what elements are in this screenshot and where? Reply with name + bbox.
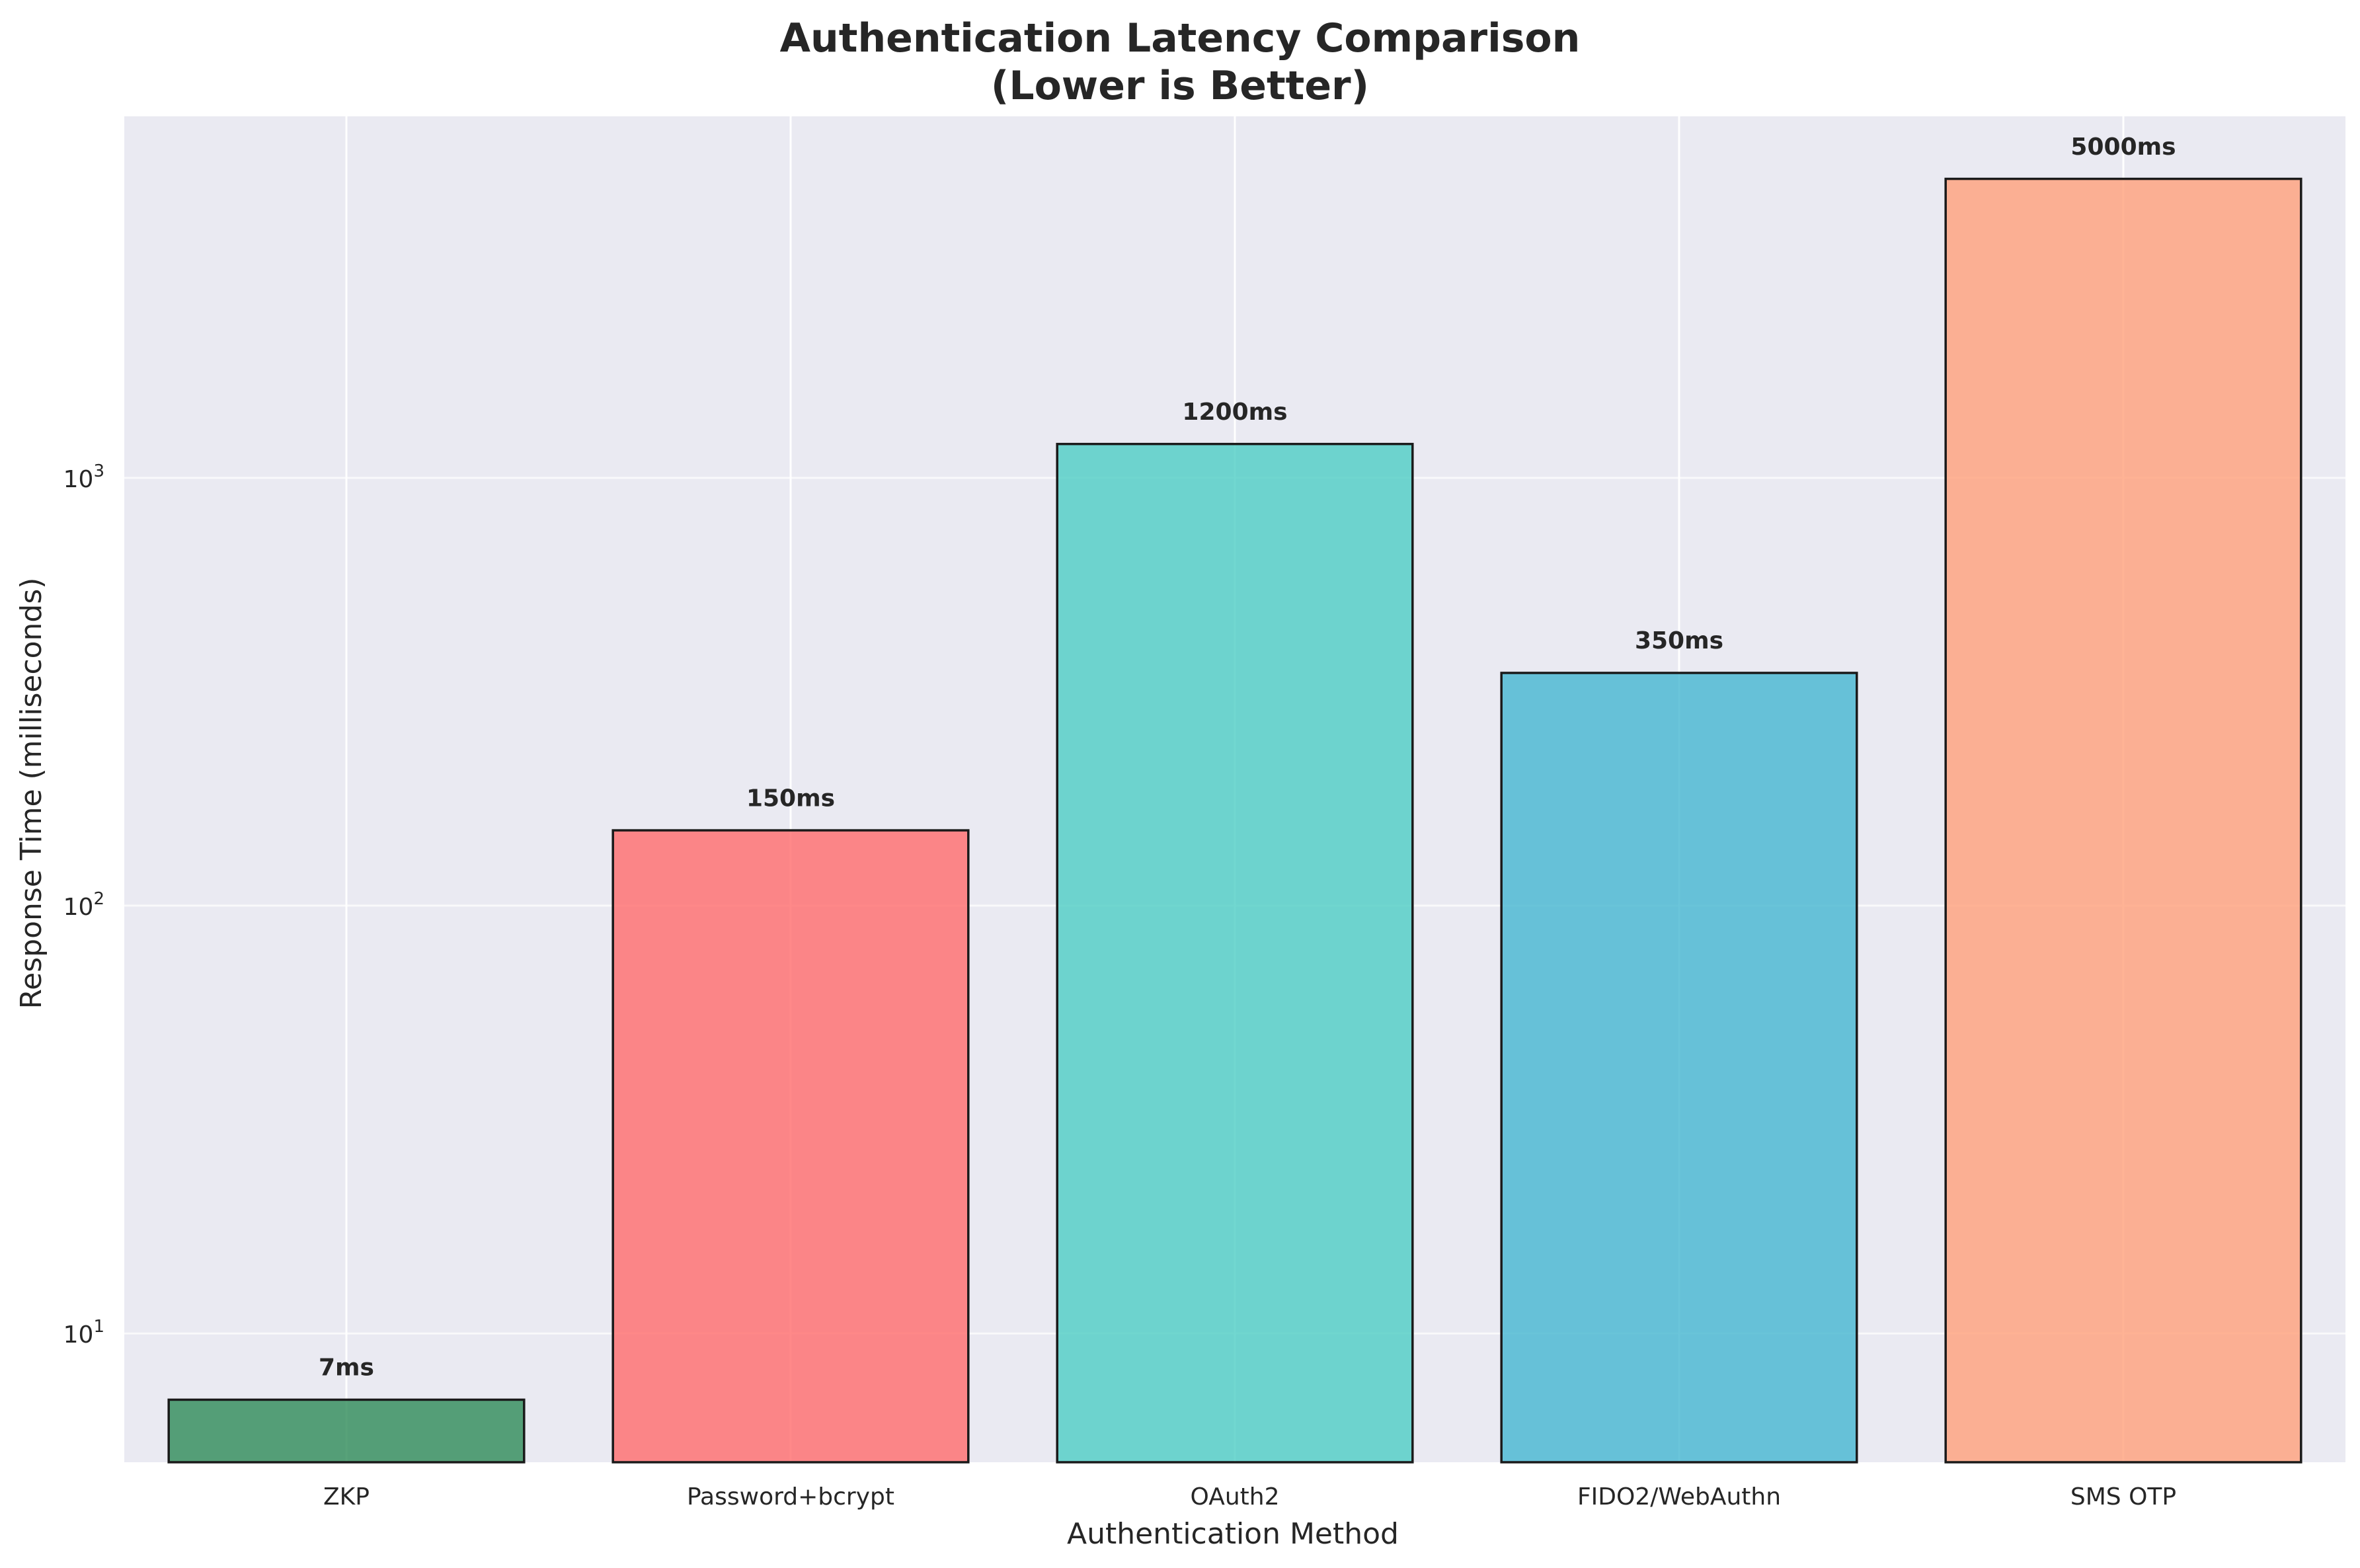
x-tick-label: SMS OTP (2070, 1483, 2176, 1510)
bar-zkp (167, 1398, 526, 1464)
data-label: 5000ms (2070, 134, 2176, 161)
data-label: 1200ms (1182, 399, 1287, 426)
x-tick-label: Password+bcrypt (687, 1483, 894, 1510)
y-axis-label: Response Time (milliseconds) (15, 578, 48, 1009)
bar-password-bcrypt (611, 829, 970, 1464)
data-label: 7ms (319, 1354, 374, 1382)
y-tick-label: 102 (63, 889, 104, 921)
y-tick-label: 103 (63, 461, 104, 493)
x-tick-label: ZKP (323, 1483, 370, 1510)
chart-subtitle: (Lower is Better) (991, 63, 1369, 109)
y-tick-label: 101 (63, 1317, 104, 1349)
x-tick-label: OAuth2 (1191, 1483, 1280, 1510)
x-axis-label: Authentication Method (1067, 1517, 1399, 1551)
bar-fido2-webauthn (1500, 672, 1858, 1464)
x-tick-label: FIDO2/WebAuthn (1577, 1483, 1781, 1510)
data-label: 350ms (1635, 627, 1723, 654)
data-label: 150ms (746, 785, 835, 812)
bar-oauth2 (1056, 442, 1414, 1464)
chart-title: Authentication Latency Comparison (780, 15, 1581, 61)
bar-sms-otp (1944, 177, 2302, 1464)
